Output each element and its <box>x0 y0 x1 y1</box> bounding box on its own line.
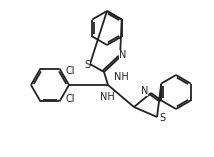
Text: NH: NH <box>114 71 129 81</box>
Text: N: N <box>119 50 127 60</box>
Text: S: S <box>84 60 90 70</box>
Text: S: S <box>159 113 165 123</box>
Text: N: N <box>141 86 148 96</box>
Text: Cl: Cl <box>65 65 75 76</box>
Text: Cl: Cl <box>65 95 75 104</box>
Text: NH: NH <box>100 92 115 102</box>
